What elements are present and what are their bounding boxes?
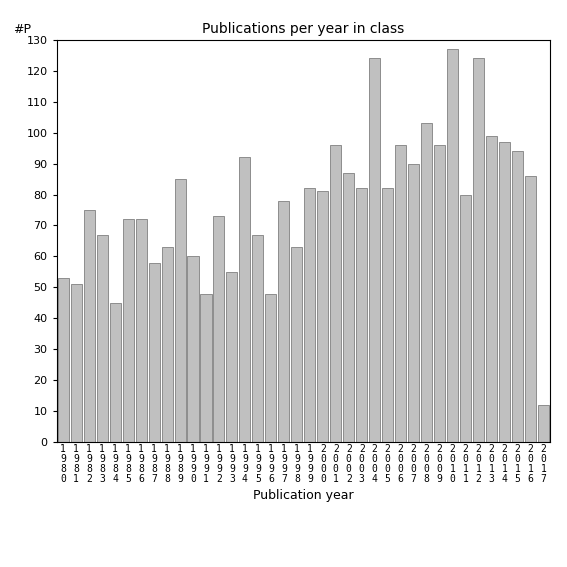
Bar bbox=[188, 256, 198, 442]
X-axis label: Publication year: Publication year bbox=[253, 489, 354, 502]
Bar bbox=[486, 136, 497, 442]
Bar bbox=[109, 303, 121, 442]
Bar bbox=[162, 247, 172, 442]
Bar bbox=[369, 58, 380, 442]
Bar bbox=[343, 173, 354, 442]
Bar bbox=[239, 158, 251, 442]
Bar bbox=[58, 278, 69, 442]
Bar bbox=[460, 194, 471, 442]
Bar bbox=[96, 235, 108, 442]
Bar bbox=[447, 49, 458, 442]
Bar bbox=[318, 192, 328, 442]
Bar bbox=[213, 216, 225, 442]
Title: Publications per year in class: Publications per year in class bbox=[202, 22, 404, 36]
Bar bbox=[226, 272, 238, 442]
Bar bbox=[71, 284, 82, 442]
Bar bbox=[136, 219, 147, 442]
Bar bbox=[304, 188, 315, 442]
Bar bbox=[201, 294, 211, 442]
Y-axis label: #P: #P bbox=[13, 23, 31, 36]
Bar bbox=[122, 219, 134, 442]
Bar bbox=[149, 263, 159, 442]
Bar bbox=[291, 247, 302, 442]
Bar bbox=[331, 145, 341, 442]
Bar bbox=[382, 188, 393, 442]
Bar bbox=[421, 123, 432, 442]
Bar bbox=[525, 176, 536, 442]
Bar bbox=[175, 179, 185, 442]
Bar bbox=[278, 201, 289, 442]
Bar bbox=[499, 142, 510, 442]
Bar bbox=[538, 405, 549, 442]
Bar bbox=[252, 235, 264, 442]
Bar bbox=[265, 294, 276, 442]
Bar bbox=[473, 58, 484, 442]
Bar bbox=[434, 145, 445, 442]
Bar bbox=[408, 163, 419, 442]
Bar bbox=[356, 188, 367, 442]
Bar bbox=[395, 145, 406, 442]
Bar bbox=[84, 210, 95, 442]
Bar bbox=[512, 151, 523, 442]
